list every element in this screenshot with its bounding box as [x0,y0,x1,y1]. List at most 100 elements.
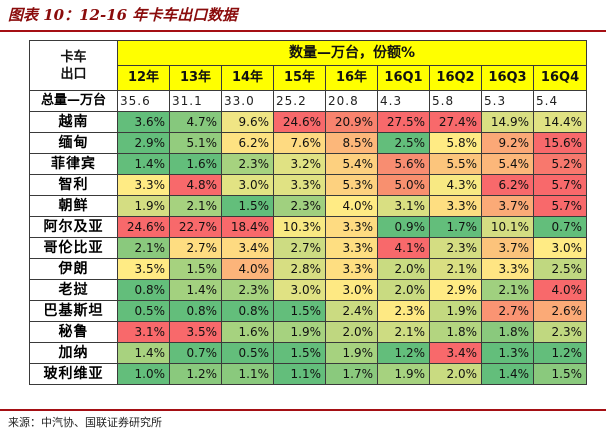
country-label: 秘鲁 [29,321,118,343]
table-row: 秘鲁 3.1% 3.5% 1.6% 1.9% 2.0% 2.1% 1.8% 1.8% 2.3% [29,321,588,343]
share-cell: 3.3% [117,174,170,196]
share-cell: 3.3% [325,216,378,238]
share-cell: 3.4% [221,237,274,259]
figure-title: 图表 10：12-16 年卡车出口数据 [8,6,238,24]
share-cell: 2.6% [532,300,588,322]
share-cell: 5.7% [532,195,588,217]
share-cell: 1.4% [481,363,534,385]
share-cell: 2.7% [273,237,326,259]
share-cell: 1.7% [429,216,482,238]
share-cell: 1.5% [532,363,588,385]
column-header: 14年 [221,65,274,91]
share-cell: 15.6% [532,132,588,154]
share-cell: 2.3% [273,195,326,217]
share-cell: 1.5% [273,342,326,364]
share-cell: 3.3% [273,174,326,196]
share-cell: 3.0% [325,279,378,301]
share-cell: 1.9% [117,195,170,217]
country-label: 加纳 [29,342,118,364]
share-cell: 1.5% [221,195,274,217]
share-cell: 1.8% [429,321,482,343]
share-cell: 4.0% [325,195,378,217]
share-cell: 2.3% [221,279,274,301]
share-cell: 1.8% [481,321,534,343]
share-cell: 2.0% [377,258,430,280]
total-value-cell: 20.8 [325,90,378,112]
share-cell: 0.5% [221,342,274,364]
share-cell: 1.4% [117,153,170,175]
share-cell: 27.5% [377,111,430,133]
share-cell: 3.5% [117,258,170,280]
share-cell: 1.2% [377,342,430,364]
share-cell: 3.0% [532,237,588,259]
share-cell: 4.0% [532,279,588,301]
column-header: 12年 [117,65,170,91]
bottom-rule [0,409,606,411]
total-value-cell: 33.0 [221,90,274,112]
total-value-cell: 25.2 [273,90,326,112]
total-value-cell: 5.8 [429,90,482,112]
share-cell: 3.3% [325,258,378,280]
share-cell: 4.8% [169,174,222,196]
share-cell: 3.2% [273,153,326,175]
share-cell: 24.6% [273,111,326,133]
share-cell: 2.3% [532,321,588,343]
share-cell: 0.8% [117,279,170,301]
column-header: 16Q4 [532,65,588,91]
share-cell: 0.5% [117,300,170,322]
share-cell: 2.3% [221,153,274,175]
column-header: 16年 [325,65,378,91]
country-label: 朝鲜 [29,195,118,217]
share-cell: 18.4% [221,216,274,238]
share-cell: 20.9% [325,111,378,133]
share-cell: 6.2% [221,132,274,154]
share-cell: 3.7% [481,237,534,259]
column-header-row: 12年 13年 14年 15年 16年 16Q1 16Q2 16Q3 16Q4 [30,65,588,91]
table-row: 加纳 1.4% 0.7% 0.5% 1.5% 1.9% 1.2% 3.4% 1.3% 1.2% [29,342,588,364]
share-cell: 1.9% [429,300,482,322]
share-cell: 2.4% [325,300,378,322]
share-cell: 2.0% [325,321,378,343]
column-header: 16Q3 [481,65,534,91]
share-cell: 3.3% [325,237,378,259]
total-value-cell: 31.1 [169,90,222,112]
group-header: 数量—万台，份额% [116,40,588,66]
share-cell: 10.1% [481,216,534,238]
share-cell: 3.7% [481,195,534,217]
source-note: 来源：中汽协、国联证券研究所 [8,416,162,429]
column-header: 16Q2 [429,65,482,91]
country-label: 哥伦比亚 [29,237,118,259]
share-cell: 3.3% [481,258,534,280]
top-rule [0,30,606,32]
share-cell: 2.1% [377,321,430,343]
total-value-cell: 4.3 [377,90,430,112]
share-cell: 1.6% [221,321,274,343]
share-cell: 3.0% [221,174,274,196]
share-cell: 2.9% [429,279,482,301]
share-cell: 1.5% [273,300,326,322]
share-cell: 9.6% [221,111,274,133]
share-cell: 1.6% [169,153,222,175]
total-value-cell: 5.4 [532,90,588,112]
column-header: 16Q1 [377,65,430,91]
country-label: 缅甸 [29,132,118,154]
share-cell: 9.2% [481,132,534,154]
column-header: 13年 [169,65,222,91]
share-cell: 5.5% [429,153,482,175]
corner-header: 卡车 出口 [29,40,118,91]
country-label: 巴基斯坦 [29,300,118,322]
share-cell: 1.7% [325,363,378,385]
share-cell: 5.1% [169,132,222,154]
country-label: 智利 [29,174,118,196]
table-row: 巴基斯坦 0.5% 0.8% 0.8% 1.5% 2.4% 2.3% 1.9% 2.7% 2.6% [29,300,588,322]
share-cell: 2.1% [117,237,170,259]
total-value-cell: 35.6 [117,90,170,112]
share-cell: 1.1% [221,363,274,385]
share-cell: 0.8% [169,300,222,322]
share-cell: 1.2% [169,363,222,385]
share-cell: 7.6% [273,132,326,154]
share-cell: 24.6% [117,216,170,238]
total-row-label: 总量—万台 [29,90,118,112]
share-cell: 14.9% [481,111,534,133]
share-cell: 10.3% [273,216,326,238]
